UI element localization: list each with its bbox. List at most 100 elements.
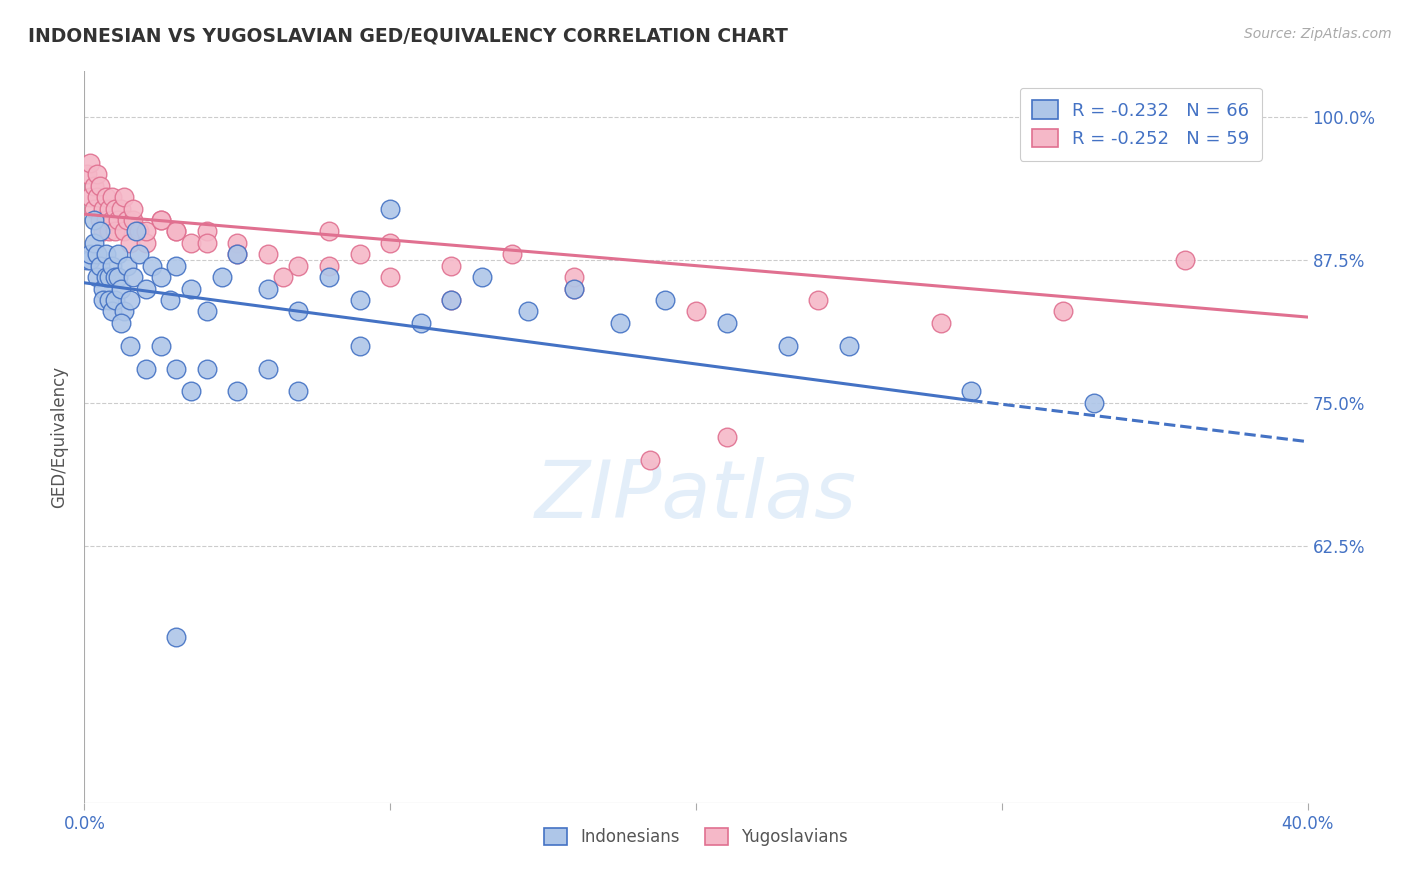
Point — [86, 270, 108, 285]
Point — [94, 247, 117, 261]
Point — [79, 247, 101, 261]
Point — [79, 252, 101, 267]
Point — [120, 235, 142, 250]
Point — [89, 178, 111, 193]
Point — [104, 224, 127, 238]
Point — [1052, 304, 1074, 318]
Point — [94, 190, 117, 204]
Point — [83, 178, 105, 193]
Point — [135, 235, 157, 250]
Point — [107, 247, 129, 261]
Point — [115, 213, 138, 227]
Point — [195, 304, 218, 318]
Point — [91, 281, 114, 295]
Point — [165, 259, 187, 273]
Point — [349, 338, 371, 352]
Point — [94, 270, 117, 285]
Point — [380, 202, 402, 216]
Point — [89, 213, 111, 227]
Point — [104, 293, 127, 307]
Point — [287, 304, 309, 318]
Point — [226, 235, 249, 250]
Point — [122, 202, 145, 216]
Point — [226, 384, 249, 399]
Point — [349, 293, 371, 307]
Point — [149, 213, 172, 227]
Point — [76, 252, 98, 267]
Text: ZIPatlas: ZIPatlas — [534, 457, 858, 534]
Point — [110, 202, 132, 216]
Point — [271, 270, 294, 285]
Point — [135, 361, 157, 376]
Point — [159, 293, 181, 307]
Text: Source: ZipAtlas.com: Source: ZipAtlas.com — [1244, 27, 1392, 41]
Point — [76, 167, 98, 181]
Point — [807, 293, 830, 307]
Point — [122, 213, 145, 227]
Point — [79, 190, 101, 204]
Point — [112, 190, 135, 204]
Point — [226, 247, 249, 261]
Point — [638, 453, 661, 467]
Point — [654, 293, 676, 307]
Point — [94, 213, 117, 227]
Point — [318, 270, 340, 285]
Point — [1174, 252, 1197, 267]
Text: INDONESIAN VS YUGOSLAVIAN GED/EQUIVALENCY CORRELATION CHART: INDONESIAN VS YUGOSLAVIAN GED/EQUIVALENC… — [28, 27, 787, 45]
Point — [97, 270, 120, 285]
Point — [180, 235, 202, 250]
Point — [104, 202, 127, 216]
Point — [165, 224, 187, 238]
Point — [149, 213, 172, 227]
Point — [91, 293, 114, 307]
Point — [960, 384, 983, 399]
Point — [112, 224, 135, 238]
Point — [318, 259, 340, 273]
Point — [287, 384, 309, 399]
Point — [838, 338, 860, 352]
Point — [257, 281, 280, 295]
Point — [195, 224, 218, 238]
Point — [86, 247, 108, 261]
Point — [101, 304, 124, 318]
Point — [562, 281, 585, 295]
Point — [79, 156, 101, 170]
Point — [287, 259, 309, 273]
Point — [502, 247, 524, 261]
Point — [380, 235, 402, 250]
Point — [716, 430, 738, 444]
Point — [110, 281, 132, 295]
Point — [83, 235, 105, 250]
Point — [257, 247, 280, 261]
Point — [86, 167, 108, 181]
Point — [122, 270, 145, 285]
Point — [516, 304, 538, 318]
Point — [180, 384, 202, 399]
Point — [91, 224, 114, 238]
Point — [195, 235, 218, 250]
Point — [685, 304, 707, 318]
Point — [107, 213, 129, 227]
Point — [440, 259, 463, 273]
Point — [440, 293, 463, 307]
Point — [471, 270, 494, 285]
Point — [97, 224, 120, 238]
Point — [89, 259, 111, 273]
Point — [211, 270, 233, 285]
Point — [97, 293, 120, 307]
Point — [101, 190, 124, 204]
Point — [101, 213, 124, 227]
Point — [97, 202, 120, 216]
Point — [776, 338, 799, 352]
Point — [120, 338, 142, 352]
Point — [83, 213, 105, 227]
Point — [562, 281, 585, 295]
Point — [149, 270, 172, 285]
Point — [89, 224, 111, 238]
Y-axis label: GED/Equivalency: GED/Equivalency — [51, 366, 69, 508]
Point — [120, 293, 142, 307]
Point — [101, 259, 124, 273]
Point — [716, 316, 738, 330]
Point — [180, 281, 202, 295]
Point — [128, 224, 150, 238]
